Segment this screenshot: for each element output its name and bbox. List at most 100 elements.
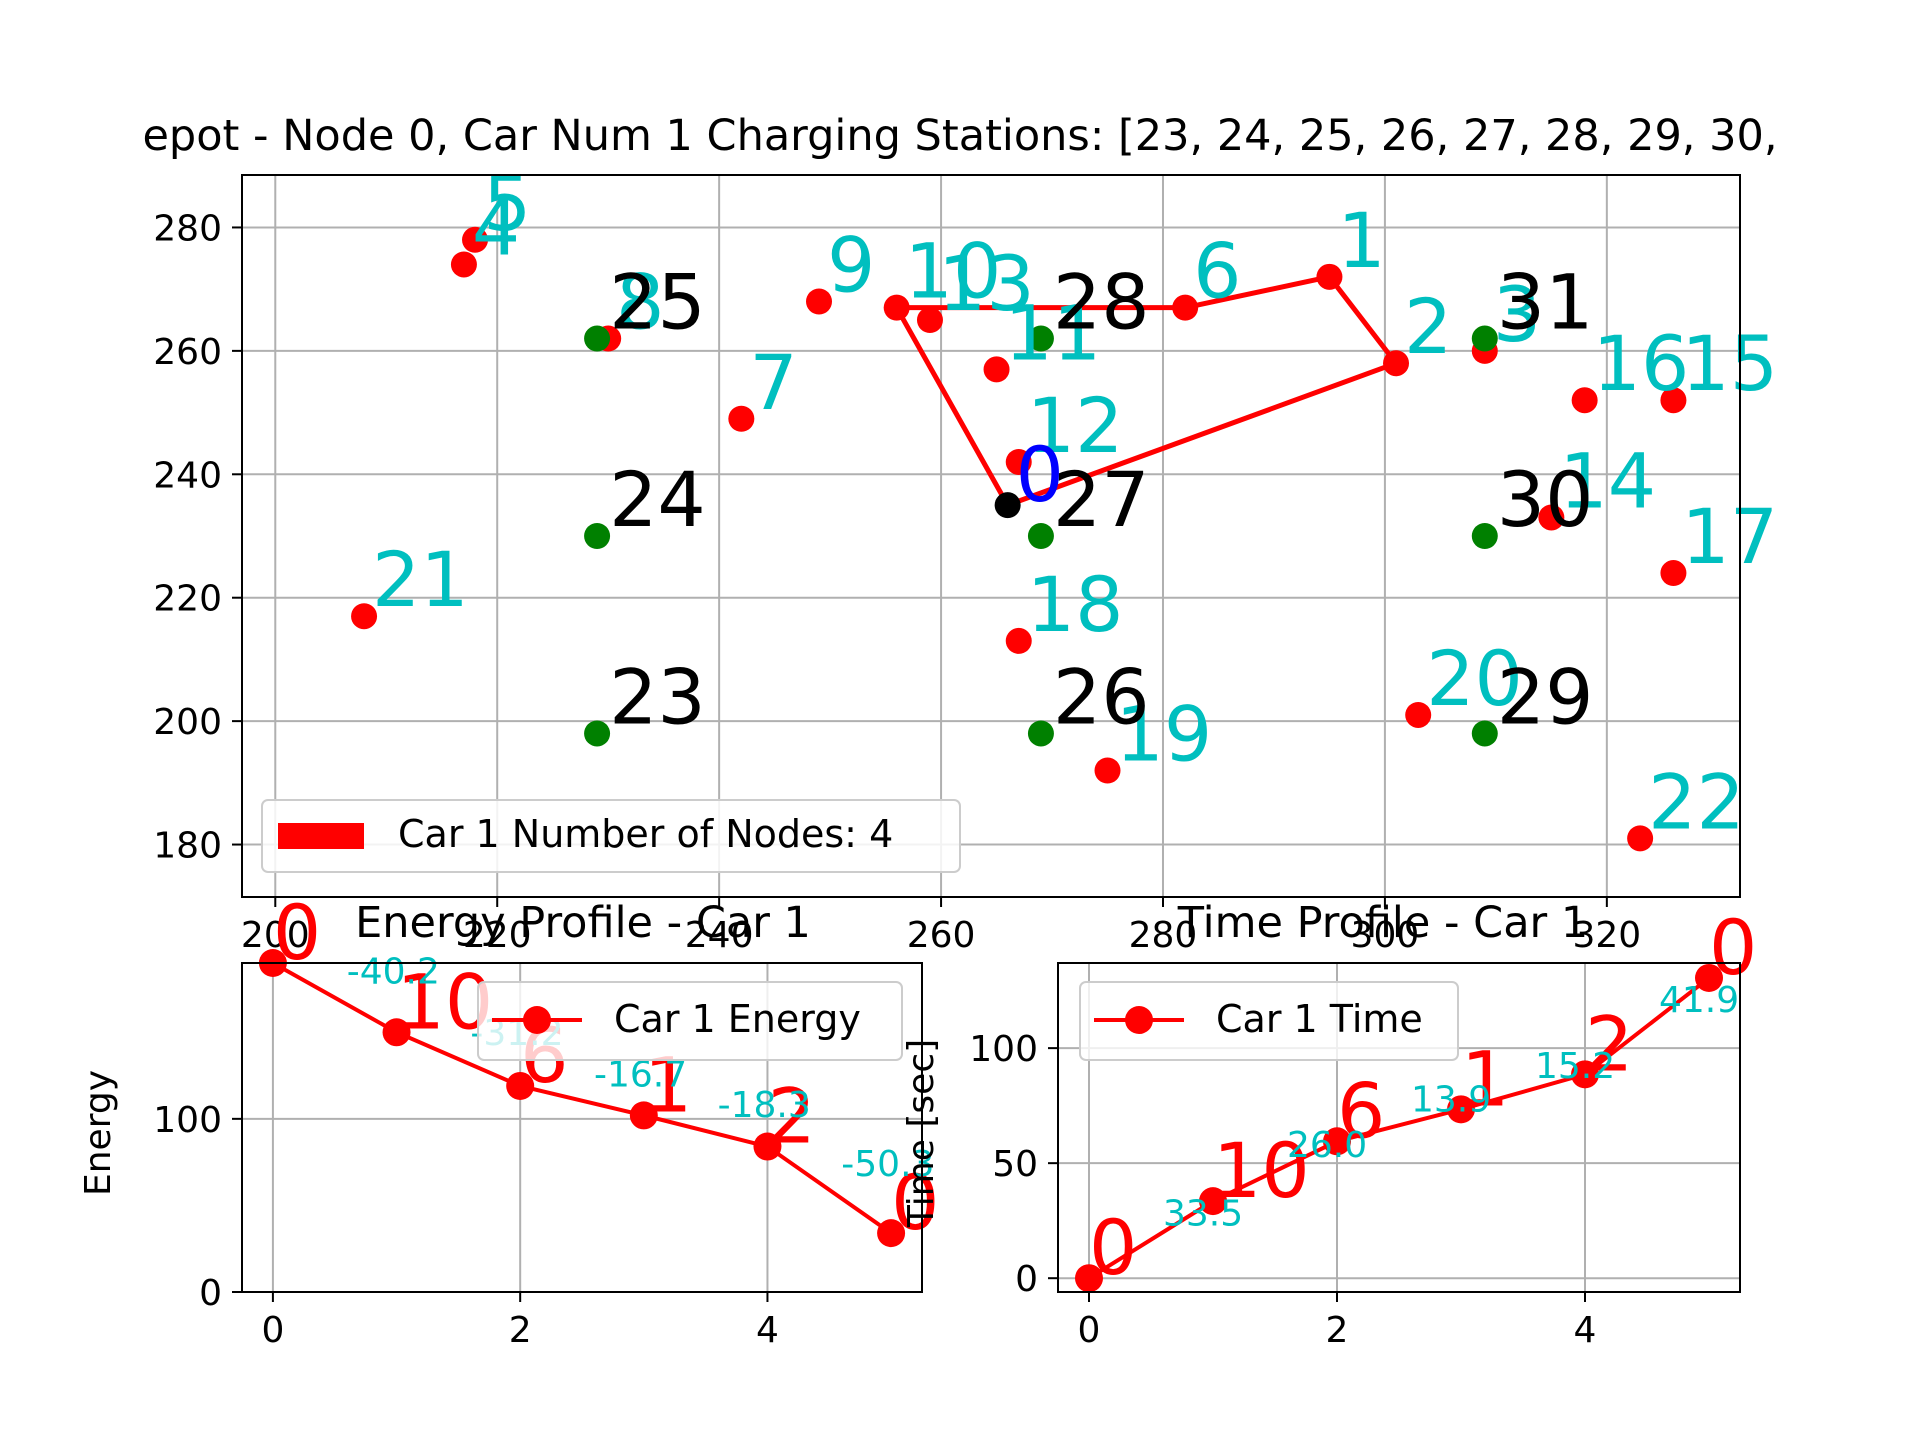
customer-node-label: 14: [1559, 436, 1656, 525]
time-legend-box: [1079, 981, 1459, 1061]
customer-node-label: 21: [372, 535, 469, 624]
customer-node-marker: [1660, 560, 1687, 587]
customer-node-marker: [1005, 627, 1032, 654]
charging-station-marker: [1027, 325, 1054, 352]
energy-node-label: 2: [767, 1072, 815, 1161]
customer-node-marker: [1627, 825, 1654, 852]
map-frame: [241, 174, 1741, 898]
customer-node-label: 17: [1681, 492, 1778, 581]
customer-node-label: 10: [905, 227, 1002, 316]
depot-marker: [994, 492, 1021, 519]
customer-node-marker: [1172, 294, 1199, 321]
customer-node-label: 19: [1116, 689, 1213, 778]
energy-y-ticks: 0 100: [153, 1100, 242, 1314]
map-x-tick-label: 220: [463, 915, 532, 956]
map-y-tick-label: 280: [153, 208, 222, 249]
map-x-tick-label: 300: [1351, 915, 1420, 956]
time-segment-label: 26.0: [1287, 1125, 1367, 1166]
map-legend-box: [261, 799, 961, 873]
customer-node-marker: [983, 356, 1010, 383]
energy-data-point: [506, 1071, 535, 1100]
customer-node-marker: [1571, 387, 1598, 414]
customer-node-marker: [1005, 448, 1032, 475]
time-segment-label: 41.9: [1659, 980, 1739, 1021]
customer-node-label: 5: [483, 159, 531, 248]
charging-station-label: 24: [609, 455, 706, 544]
energy-legend-box: [477, 981, 903, 1061]
time-data-point: [1695, 963, 1723, 992]
depot-label: 0: [1016, 430, 1064, 519]
time-legend: Car 1 Time: [1079, 981, 1459, 1061]
time-node-label: 6: [1337, 1066, 1385, 1155]
time-data-point: [1447, 1095, 1475, 1124]
charging-station-label: 27: [1053, 455, 1150, 544]
time-segment-label: 15.2: [1535, 1046, 1615, 1087]
time-x-tick-label: 0: [1078, 1310, 1101, 1351]
charging-station-marker: [1471, 325, 1498, 352]
time-x-tick-label: 4: [1574, 1310, 1597, 1351]
energy-x-tick-label: 0: [261, 1310, 284, 1351]
time-node-label: 2: [1585, 999, 1633, 1088]
map-title: epot - Node 0, Car Num 1 Charging Statio…: [142, 111, 1777, 161]
map-x-tick-label: 320: [1572, 915, 1641, 956]
time-data-point: [1075, 1264, 1103, 1293]
map-y-tick-label: 220: [153, 579, 222, 620]
customer-node-label: 20: [1426, 634, 1523, 723]
customer-node-label: 6: [1193, 227, 1241, 316]
customer-node-marker: [462, 226, 489, 253]
time-line: [1075, 963, 1723, 1293]
customer-node-label: 4: [472, 183, 520, 272]
map-x-tick-label: 280: [1129, 915, 1198, 956]
customer-node-marker: [450, 251, 477, 278]
customer-node-label: 1: [1337, 196, 1385, 285]
customer-node-marker: [1660, 387, 1687, 414]
energy-data-point: [753, 1132, 782, 1161]
energy-y-axis-label: Energy: [78, 1070, 119, 1196]
time-y-tick-label: 50: [992, 1144, 1038, 1185]
time-x-ticks: 0 2 4: [1078, 1292, 1597, 1351]
customer-node-label: 13: [938, 239, 1035, 328]
energy-title: Energy Profile - Car 1: [355, 898, 811, 948]
time-x-tick-label: 2: [1326, 1310, 1349, 1351]
time-node-label: 0: [1709, 903, 1757, 992]
energy-data-point: [629, 1101, 658, 1130]
charging-station-label: 23: [609, 652, 706, 741]
energy-legend-label: Car 1 Energy: [614, 997, 861, 1041]
energy-x-ticks: 0 2 4: [261, 1292, 779, 1351]
map-y-tick-label: 260: [153, 332, 222, 373]
customer-node-marker: [1538, 504, 1565, 531]
time-series-line: [1087, 976, 1711, 1280]
charging-station-label: 30: [1497, 455, 1594, 544]
energy-segment-label: -18.3: [718, 1085, 811, 1126]
customer-node-label: 12: [1027, 381, 1124, 470]
customer-node-marker: [883, 294, 910, 321]
energy-legend: Car 1 Energy: [477, 981, 903, 1061]
charging-station-marker: [1471, 523, 1498, 549]
charging-station-label: 26: [1053, 652, 1150, 741]
customer-node-marker: [1316, 263, 1343, 290]
customer-node-marker: [1383, 350, 1410, 377]
time-legend-marker: [1125, 1006, 1153, 1034]
map-grid: [242, 175, 1740, 897]
energy-x-tick-label: 4: [756, 1310, 779, 1351]
customer-node-label: 18: [1027, 560, 1124, 649]
map-y-tick-label: 240: [153, 455, 222, 496]
customer-node-label: 2: [1404, 282, 1452, 371]
charging-station-marker: [584, 325, 611, 352]
customer-node-label: 11: [1005, 288, 1102, 377]
map-x-tick-label: 240: [685, 915, 754, 956]
time-frame: [1057, 962, 1741, 1293]
charging-station-label: 31: [1497, 258, 1594, 347]
customer-node-label: 15: [1681, 319, 1778, 408]
time-data-point: [1199, 1187, 1227, 1216]
charging-station-marker: [1471, 720, 1498, 747]
customer-node-label: 8: [616, 258, 664, 347]
customer-node-marker: [1405, 701, 1432, 728]
map-legend-swatch: [278, 823, 364, 849]
energy-segment-label: -40.2: [347, 952, 440, 993]
